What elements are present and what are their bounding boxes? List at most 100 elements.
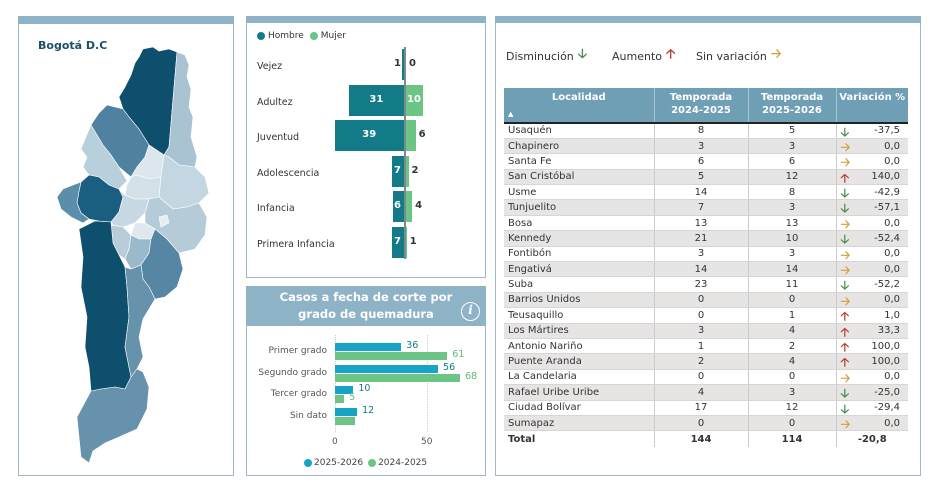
bar-hombre[interactable] [348, 84, 404, 116]
variacion-value: 0,0 [884, 294, 900, 306]
table-header-row: Localidad ▲ Temporada 2024-2025 Temporad… [504, 88, 908, 123]
map-region-santa-fe[interactable] [158, 154, 210, 210]
info-icon[interactable]: i [461, 302, 480, 321]
bar-2024-2025[interactable] [335, 352, 448, 360]
cell-2024: 3 [653, 138, 748, 155]
bar-mujer[interactable] [405, 226, 407, 258]
value-label-mujer: 1 [409, 235, 417, 247]
legend-label-increase: Aumento [612, 49, 662, 63]
age-category-label: Juventud [257, 132, 300, 143]
bar-mujer[interactable] [405, 155, 409, 187]
table-row[interactable]: Puente Aranda 2 4 🡡 100,0 [504, 353, 908, 370]
table-row[interactable]: Suba 23 11 🡣 -52,2 [504, 276, 908, 293]
table-row[interactable]: Rafael Uribe Uribe 4 3 🡣 -25,0 [504, 384, 908, 401]
cell-variacion: 🡡 33,3 [835, 323, 908, 339]
bar-mujer[interactable] [405, 84, 423, 116]
table-row[interactable]: Santa Fe 6 6 🡢 0,0 [504, 153, 908, 170]
map-region-ciudad-bolivar[interactable] [124, 264, 156, 378]
variacion-value: 0,0 [884, 155, 900, 167]
table-row[interactable]: Barrios Unidos 0 0 🡢 0,0 [504, 292, 908, 309]
bar-hombre[interactable] [402, 49, 404, 80]
value-label-2024-2025: 68 [465, 370, 478, 382]
age-category-label: Vejez [257, 61, 283, 72]
cell-variacion: 🡢 0,0 [835, 415, 908, 432]
map-region-sumapaz[interactable] [76, 368, 150, 464]
sort-ascending-icon[interactable]: ▲ [508, 110, 514, 118]
table-row[interactable]: Los Mártires 3 4 🡡 33,3 [504, 323, 908, 339]
cell-2025: 0 [747, 415, 836, 432]
table-row[interactable]: Usme 14 8 🡣 -42,9 [504, 184, 908, 201]
cell-2025: 13 [747, 215, 836, 232]
column-header-2024[interactable]: Temporada 2024-2025 [653, 88, 748, 123]
bar-mujer[interactable] [405, 120, 416, 151]
column-header-localidad[interactable]: Localidad ▲ [504, 88, 654, 123]
variacion-value: 0,0 [884, 417, 900, 429]
bar-2024-2025[interactable] [335, 373, 461, 382]
column-header-2025[interactable]: Temporada 2025-2026 [747, 88, 836, 123]
bar-hombre[interactable] [391, 226, 404, 258]
value-label-mujer: 10 [407, 93, 421, 105]
legend-label-2025[interactable]: 2025-2026 [314, 458, 364, 468]
gridline-0 [335, 335, 336, 432]
bar-2025-2026[interactable] [335, 386, 354, 394]
cell-localidad: Tunjuelito [504, 199, 654, 216]
column-header-variacion[interactable]: Variación % [835, 88, 908, 123]
table-row[interactable]: Chapinero 3 3 🡢 0,0 [504, 138, 908, 155]
table-row[interactable]: La Candelaria 0 0 🡢 0,0 [504, 369, 908, 386]
bar-2025-2026[interactable] [335, 343, 402, 351]
table-row[interactable]: Tunjuelito 7 3 🡣 -57,1 [504, 199, 908, 216]
arrow-right-icon: 🡢 [840, 155, 851, 170]
legend-label-no-change: Sin variación [696, 49, 767, 63]
bar-2024-2025[interactable] [335, 416, 356, 425]
bar-2025-2026[interactable] [335, 364, 439, 373]
cell-localidad: Los Mártires [504, 323, 654, 339]
variacion-value: -52,2 [874, 279, 900, 291]
cell-variacion: 🡢 0,0 [835, 292, 908, 309]
map-region-candelaria[interactable] [158, 214, 170, 228]
bar-hombre[interactable] [391, 155, 404, 187]
legend-label-mujer[interactable]: Mujer [320, 31, 347, 41]
table-row[interactable]: Fontibón 3 3 🡢 0,0 [504, 246, 908, 263]
cell-variacion: 🡢 0,0 [835, 246, 908, 263]
cell-2024: 3 [653, 323, 748, 339]
cell-2024: 23 [653, 276, 748, 293]
table-row[interactable]: Engativá 14 14 🡢 0,0 [504, 261, 908, 278]
burn-legend: 2025-2026 2024-2025 [304, 458, 427, 468]
panel-header-bar [18, 16, 234, 24]
table-row[interactable]: Usaquén 8 5 🡣 -37,5 [504, 123, 908, 139]
arrow-down-icon: 🡣 [840, 278, 850, 293]
table-row[interactable]: Sumapaz 0 0 🡢 0,0 [504, 415, 908, 432]
variacion-value: 0,0 [884, 371, 900, 383]
table-row[interactable]: Antonio Nariño 1 2 🡡 100,0 [504, 338, 908, 355]
bar-mujer[interactable] [405, 191, 413, 222]
total-label: Total [508, 433, 536, 445]
map-region-west[interactable] [56, 181, 90, 224]
arrow-right-icon: 🡢 [840, 247, 851, 262]
cell-2025: 4 [747, 323, 836, 339]
bar-hombre[interactable] [334, 120, 404, 151]
bar-2024-2025[interactable] [335, 395, 345, 403]
cell-variacion: 🡣 -42,9 [835, 184, 908, 201]
arrow-right-icon: 🡢 [840, 216, 851, 231]
legend-label-hombre[interactable]: Hombre [268, 31, 304, 41]
cell-2025: 0 [747, 292, 836, 309]
table-row[interactable]: Teusaquillo 0 1 🡡 1,0 [504, 307, 908, 324]
bogota-map[interactable] [19, 17, 235, 477]
table-row[interactable]: Bosa 13 13 🡢 0,0 [504, 215, 908, 232]
cell-localidad: Ciudad Bolívar [504, 400, 654, 416]
cell-variacion: 🡢 0,0 [835, 215, 908, 232]
legend-label-decrease: Disminución [506, 49, 574, 63]
map-region-teusaquillo[interactable] [124, 174, 162, 200]
variacion-value: 140,0 [871, 171, 900, 183]
table-row[interactable]: San Cristóbal 5 12 🡡 140,0 [504, 169, 908, 186]
burn-category-label: Segundo grado [258, 367, 327, 378]
bar-2025-2026[interactable] [335, 407, 358, 416]
arrow-right-icon: 🡢 [840, 416, 851, 431]
map-region-puente-aranda[interactable] [110, 188, 150, 228]
bar-hombre[interactable] [393, 191, 404, 222]
table-row[interactable]: Kennedy 21 10 🡣 -52,4 [504, 230, 908, 247]
x-tick-50: 50 [421, 437, 433, 447]
table-row[interactable]: Ciudad Bolívar 17 12 🡣 -29,4 [504, 400, 908, 416]
legend-label-2024[interactable]: 2024-2025 [378, 458, 428, 468]
age-category-label: Adultez [257, 96, 293, 108]
